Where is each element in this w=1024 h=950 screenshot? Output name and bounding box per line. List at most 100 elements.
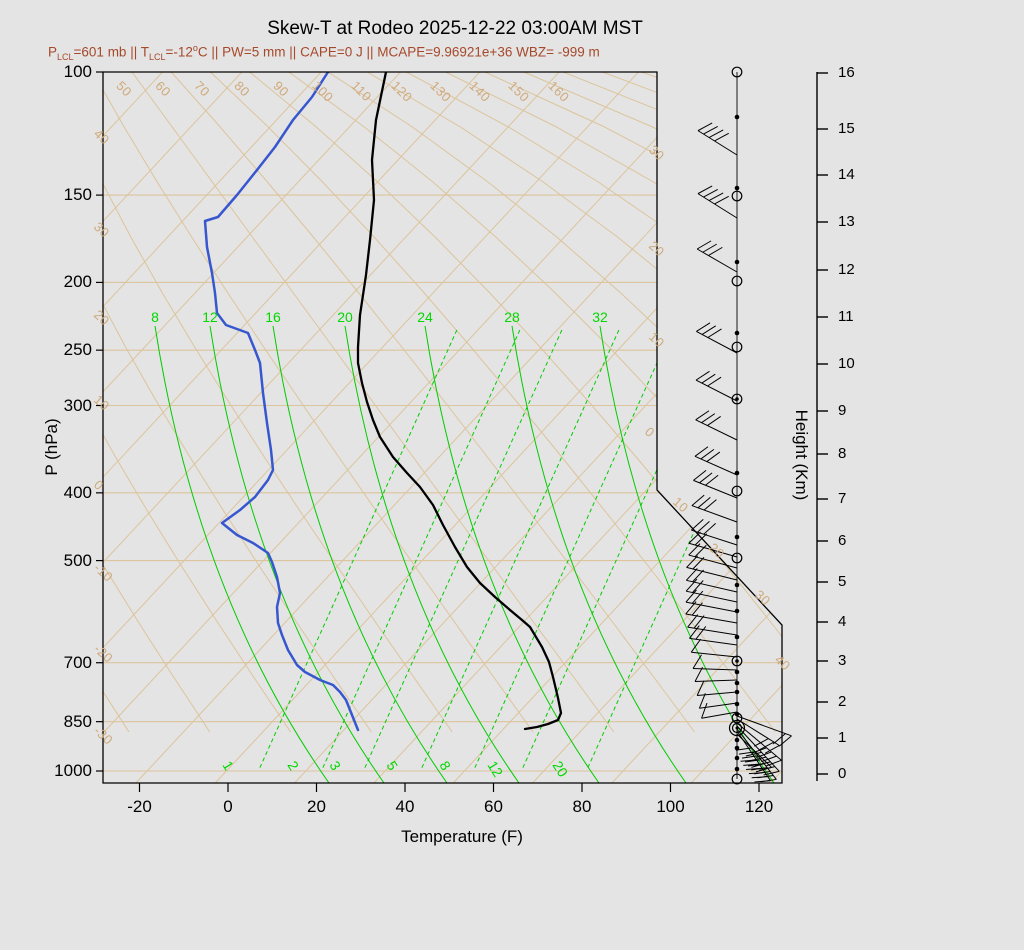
wind-barb (696, 240, 738, 273)
height-tick-label: 13 (838, 213, 855, 230)
wind-barb (695, 370, 738, 402)
wind-level-dot (734, 330, 740, 336)
wind-level-dot (734, 259, 740, 265)
wind-level-circle (731, 275, 743, 287)
wind-barb (691, 494, 738, 523)
wind-barb (694, 666, 738, 682)
moist-adiabat-label: 20 (337, 309, 353, 325)
wind-level-dot (734, 185, 740, 191)
isotherm-line (452, 72, 782, 783)
moist-adiabat-label: 32 (592, 309, 608, 325)
moist-adiabat-line (511, 325, 687, 783)
wind-level-dot (734, 745, 740, 751)
temp-tick-label: 20 (307, 797, 326, 816)
wind-barb (689, 625, 738, 646)
wind-level-dot (734, 608, 740, 614)
wind-level-dot (734, 470, 740, 476)
height-tick-label: 3 (838, 652, 847, 669)
moist-adiabat-label: 24 (417, 309, 433, 325)
isotherm-line (294, 72, 782, 783)
height-axis-label: Height (Km) (792, 409, 811, 501)
isotherm-line (103, 72, 401, 783)
temperature-curve (356, 72, 563, 731)
isotherm-line (103, 72, 481, 783)
temp-tick-label: 80 (572, 797, 592, 816)
wind-barb (695, 410, 738, 441)
axis-ticks (96, 71, 760, 792)
dry-adiabat-line (366, 72, 782, 733)
wind-barb (701, 702, 738, 719)
pressure-tick-label: 150 (63, 185, 92, 205)
dry-adiabat-line (641, 72, 782, 733)
dry-adiabat-line (759, 72, 782, 733)
dry-adiabat-line (103, 72, 292, 733)
dry-adiabat-line (327, 72, 782, 733)
isotherm-line (103, 72, 243, 783)
wind-level-dot (734, 114, 740, 120)
pressure-tick-label: 850 (63, 711, 92, 731)
wind-level-dot (734, 582, 740, 588)
temp-tick-label: 120 (744, 797, 774, 816)
dry-adiabat-line (103, 72, 211, 733)
sounding-curves (203, 72, 563, 732)
height-tick-label: 6 (838, 532, 847, 549)
wind-barb (692, 654, 738, 671)
y-axis-label: P (hPa) (42, 418, 61, 476)
wind-level-circle (731, 773, 743, 785)
moist-adiabat-line (209, 325, 385, 783)
height-tick-label: 1 (838, 729, 847, 746)
wind-barb (697, 122, 738, 156)
isotherm-line (611, 72, 782, 783)
wind-level-dot (734, 634, 740, 640)
height-tick-label: 4 (838, 613, 847, 630)
wind-barb (691, 518, 738, 546)
temp-tick-label: 40 (395, 797, 415, 816)
dry-adiabat-line (406, 72, 782, 733)
height-axis (816, 72, 828, 781)
pressure-tick-label: 1000 (54, 761, 92, 780)
subtitle-part: P (48, 44, 58, 60)
temp-tick-label: 0 (223, 797, 233, 816)
mixing-ratio-line (258, 329, 458, 771)
mixing-ratio-line (363, 329, 563, 771)
wind-level-circled-dot (731, 393, 743, 405)
pressure-tick-label: 500 (63, 550, 92, 570)
isotherm-line (103, 72, 163, 783)
pressure-tick-label: 250 (63, 340, 92, 360)
wind-level-circle (731, 66, 743, 78)
mixing-ratio-line (521, 329, 721, 771)
subtitle-part: =601 mb || T (73, 44, 149, 60)
pressure-tick-label: 700 (63, 652, 92, 672)
wind-barb (687, 614, 738, 636)
wind-level-circle (731, 712, 743, 724)
dry-adiabat-line (249, 72, 782, 733)
isotherm-line (690, 72, 782, 783)
wind-level-dot (734, 766, 740, 772)
wind-level-circle (731, 485, 743, 497)
height-tick-label: 12 (838, 261, 855, 278)
dewpoint-curve (203, 72, 360, 732)
dry-adiabat-line (210, 72, 776, 733)
moist-adiabat-line (154, 325, 330, 783)
dry-adiabat-line (602, 72, 782, 733)
wind-barb-column (685, 66, 792, 785)
mixing-ratio-line (473, 329, 673, 771)
plot-border (102, 71, 783, 784)
dry-adiabat-line (563, 72, 782, 733)
wind-barb (686, 555, 738, 581)
dry-adiabat-line (103, 72, 534, 733)
temp-tick-label: 60 (484, 797, 503, 816)
wind-barb (685, 601, 738, 624)
isotherm-line (103, 72, 719, 783)
pressure-tick-label: 300 (63, 395, 92, 415)
wind-barb (696, 322, 738, 354)
wind-barb (688, 531, 738, 558)
wind-barb (685, 578, 738, 603)
wind-barb (697, 185, 738, 219)
wind-level-dot (734, 737, 740, 743)
moist-adiabat-label: 28 (504, 309, 520, 325)
dry-adiabat-line (798, 72, 1024, 732)
subtitle-part: =-12 (165, 44, 193, 60)
